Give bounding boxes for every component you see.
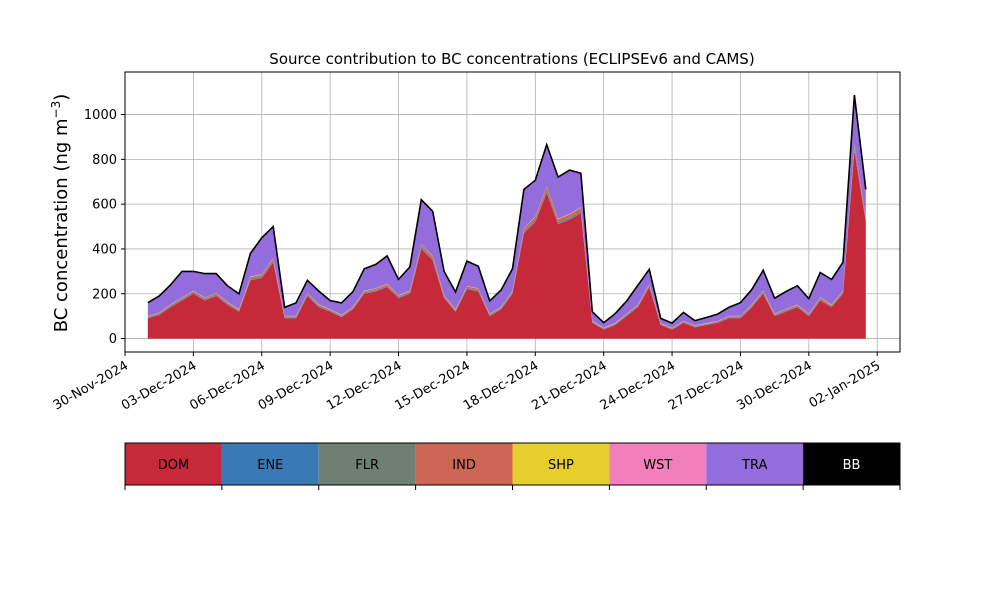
x-tick-label: 30-Nov-2024 [51,358,131,413]
legend-label-ind: IND [452,458,476,473]
x-tick-label: 24-Dec-2024 [598,358,678,413]
x-tick-label: 15-Dec-2024 [393,358,473,413]
legend-swatch-bb [803,443,900,485]
x-tick-label: 03-Dec-2024 [119,358,199,413]
legend-swatch-ind [415,443,513,485]
y-tick-label: 600 [92,198,117,213]
stacked-areas [147,95,866,339]
legend-swatch-flr [318,443,416,485]
x-tick-label: 06-Dec-2024 [187,358,267,413]
y-axis-label: BC concentration (ng m−3) [49,94,72,333]
x-tick-label: 30-Dec-2024 [734,358,814,413]
legend-label-shp: SHP [548,458,574,473]
legend-swatch-wst [609,443,707,485]
x-tick-label: 09-Dec-2024 [256,358,336,413]
axes: 0200400600800100030-Nov-202403-Dec-20240… [51,71,901,414]
y-tick-label: 1000 [84,108,117,123]
x-tick-label: 02-Jan-2025 [807,358,884,411]
y-tick-label: 400 [92,242,117,257]
legend-swatch-ene [221,443,319,485]
legend-label-tra: TRA [741,458,767,473]
y-tick-label: 200 [92,287,117,302]
x-tick-label: 18-Dec-2024 [461,358,541,413]
legend-label-wst: WST [643,458,672,473]
legend-swatch-dom [125,443,222,485]
plot-frame [124,71,901,353]
legend-label-flr: FLR [355,458,379,473]
legend: DOM ENE FLR IND SHP WST TRA BB [124,442,901,490]
legend-swatch-shp [512,443,610,485]
total-concentration-line [147,95,867,325]
x-tick-label: 12-Dec-2024 [324,358,404,413]
y-axis-label-close: ) [51,94,72,101]
x-tick-label: 27-Dec-2024 [666,358,746,413]
legend-label-bb: BB [843,458,861,473]
y-tick-label: 800 [92,153,117,168]
legend-label-ene: ENE [257,458,283,473]
chart-title: Source contribution to BC concentrations… [269,50,754,68]
area-tra [147,95,866,328]
legend-label-dom: DOM [158,458,189,473]
x-tick-label: 21-Dec-2024 [529,358,609,413]
area-dom [147,150,866,339]
y-tick-label: 0 [109,332,117,347]
legend-swatch-tra [706,443,804,485]
y-axis-label-superscript: −3 [49,101,63,119]
total-line [147,95,867,325]
y-axis-label-main: BC concentration (ng m [51,118,72,332]
